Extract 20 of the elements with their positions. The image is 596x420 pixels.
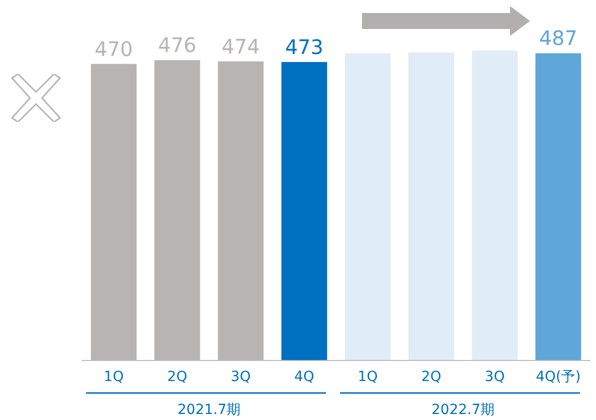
text: 2021.7期 [178,402,240,418]
data-label: 474 [222,34,260,58]
text: 2022.7期 [432,402,494,418]
data-label: 470 [94,36,133,61]
bar [408,52,454,360]
x-tick-label: 1Q [104,369,124,385]
x-tick-label: 2Q [167,369,188,385]
data-label: 487 [539,26,578,50]
data-label: 473 [285,35,324,60]
x-tick-label: 4Q(予) [536,369,581,385]
x-tick-label: 2Q [421,369,442,385]
bar [344,53,391,360]
x-tick-label: 4Q [294,369,314,385]
x-tick-label: 3Q [230,369,251,385]
bar [281,62,328,360]
bar [472,50,518,360]
x-tick-label: 3Q [484,369,505,385]
data-label: 476 [158,33,196,58]
bar [535,53,582,360]
x-tick-label: 1Q [358,369,378,385]
